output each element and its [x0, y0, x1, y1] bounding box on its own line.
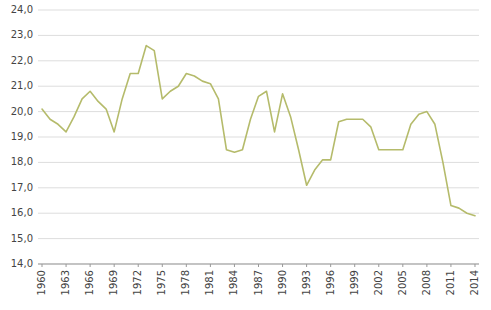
x-tick: [138, 264, 139, 267]
x-tick-label: 1966: [84, 270, 95, 295]
y-axis: 14,0 15,0 16,0 17,0 18,0 19,0 20,0 21,0 22,0 23,0…: [11, 4, 479, 269]
x-tick: [402, 264, 403, 267]
x-tick: [282, 264, 283, 267]
x-tick-label: 1975: [156, 270, 167, 295]
x-tick-label: 2011: [445, 270, 456, 295]
grid-line: [38, 111, 479, 112]
x-tick: [90, 264, 91, 267]
y-tick-label: 15,0: [11, 233, 33, 244]
y-tick-label: 21,0: [11, 80, 33, 91]
y-tick-label: 24,0: [11, 4, 33, 15]
y-tick-label: 14,0: [11, 258, 33, 269]
y-tick-label: 16,0: [11, 207, 33, 218]
x-tick-label: 1984: [228, 270, 239, 295]
x-tick-label: 1972: [132, 270, 143, 295]
x-tick: [258, 264, 259, 267]
x-tick: [330, 264, 331, 267]
x-tick-label: 1960: [36, 270, 47, 295]
data-line: [42, 46, 475, 216]
y-tick-label: 20,0: [11, 106, 33, 117]
x-tick-label: 2008: [421, 270, 432, 295]
grid-line: [38, 187, 479, 188]
x-tick-label: 1993: [301, 270, 312, 295]
x-tick: [378, 264, 379, 267]
grid-line: [38, 86, 479, 87]
x-tick: [234, 264, 235, 267]
chart: 14,0 15,0 16,0 17,0 18,0 19,0 20,0 21,0 22,0 23,0…: [0, 0, 491, 310]
x-tick-label: 2005: [397, 270, 408, 295]
y-tick-label: 19,0: [11, 131, 33, 142]
grid-line: [38, 213, 479, 214]
x-tick: [426, 264, 427, 267]
x-tick: [450, 264, 451, 267]
x-tick: [66, 264, 67, 267]
y-tick-label: 22,0: [11, 55, 33, 66]
x-tick: [210, 264, 211, 267]
plot-area: [42, 46, 475, 216]
x-tick-label: 1987: [253, 270, 264, 295]
x-tick: [42, 264, 43, 267]
x-tick: [306, 264, 307, 267]
x-tick: [162, 264, 163, 267]
grid-line: [38, 238, 479, 239]
x-tick-label: 1978: [180, 270, 191, 295]
x-tick-label: 1969: [108, 270, 119, 295]
grid-line: [38, 162, 479, 163]
x-tick: [474, 264, 475, 267]
y-tick-label: 23,0: [11, 29, 33, 40]
x-tick-label: 1963: [60, 270, 71, 295]
x-tick-label: 1990: [277, 270, 288, 295]
x-tick-label: 1981: [204, 270, 215, 295]
x-tick-label: 2014: [469, 270, 480, 295]
x-tick-label: 1996: [325, 270, 336, 295]
grid-line: [38, 137, 479, 138]
grid-line: [38, 35, 479, 36]
y-tick-label: 17,0: [11, 182, 33, 193]
x-tick: [114, 264, 115, 267]
grid-line: [38, 60, 479, 61]
y-tick-label: 18,0: [11, 156, 33, 167]
x-tick-label: 2002: [373, 270, 384, 295]
x-tick: [354, 264, 355, 267]
x-axis: 1960 1963 1966 1969 1972 1975 1978 1981 1984 1987…: [36, 264, 480, 295]
x-tick-label: 1999: [349, 270, 360, 295]
grid-line: [38, 10, 479, 11]
x-tick: [186, 264, 187, 267]
